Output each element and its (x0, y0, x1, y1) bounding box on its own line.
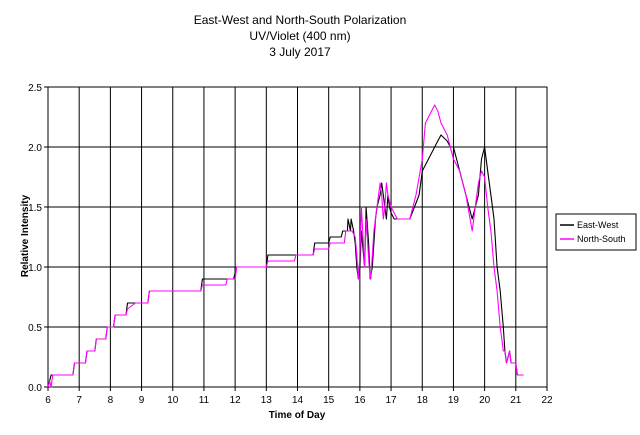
x-tick-label: 9 (139, 395, 145, 406)
legend-box (555, 213, 637, 251)
x-tick-label: 21 (510, 395, 522, 406)
x-tick-label: 15 (323, 395, 335, 406)
legend: East-West North-South (555, 213, 637, 251)
series-line-north-south (47, 104, 524, 388)
x-tick-label: 22 (541, 395, 553, 406)
gridlines (44, 86, 548, 391)
x-tick-label: 13 (261, 395, 273, 406)
x-tick-label: 19 (448, 395, 460, 406)
x-tick-label: 8 (108, 395, 114, 406)
x-tick-label: 11 (199, 395, 210, 406)
x-tick-label: 14 (292, 395, 304, 406)
y-tick-labels: 0.0 0.5 1.0 1.5 2.0 2.5 (28, 83, 42, 394)
chart-title: East-West and North-South Polarization U… (194, 13, 407, 59)
x-tick-labels: 6 7 8 9 10 11 12 13 14 15 16 17 18 19 20 21 22 (45, 395, 553, 406)
x-axis-title: Time of Day (269, 410, 326, 421)
x-tick-label: 16 (354, 395, 366, 406)
x-tick-label: 17 (386, 395, 398, 406)
x-tick-label: 10 (167, 395, 179, 406)
y-tick-label: 1.5 (28, 203, 42, 214)
y-tick-label: 0.5 (28, 323, 42, 334)
y-tick-label: 2.5 (28, 83, 42, 94)
x-tick-label: 18 (417, 395, 429, 406)
y-axis-title: Relative Intensity (20, 194, 31, 277)
x-tick-label: 12 (230, 395, 242, 406)
y-tick-label: 0.0 (28, 383, 42, 394)
y-tick-label: 1.0 (28, 263, 42, 274)
y-tick-label: 2.0 (28, 143, 42, 154)
chart-title-line-3: 3 July 2017 (269, 45, 331, 59)
x-tick-label: 20 (479, 395, 491, 406)
chart-title-line-1: East-West and North-South Polarization (194, 13, 407, 27)
legend-label-north-south: North-South (577, 234, 626, 244)
legend-label-east-west: East-West (577, 220, 619, 230)
x-tick-label: 7 (76, 395, 82, 406)
chart-title-line-2: UV/Violet (400 nm) (249, 29, 350, 43)
series-lines (47, 104, 524, 388)
x-tick-label: 6 (45, 395, 51, 406)
